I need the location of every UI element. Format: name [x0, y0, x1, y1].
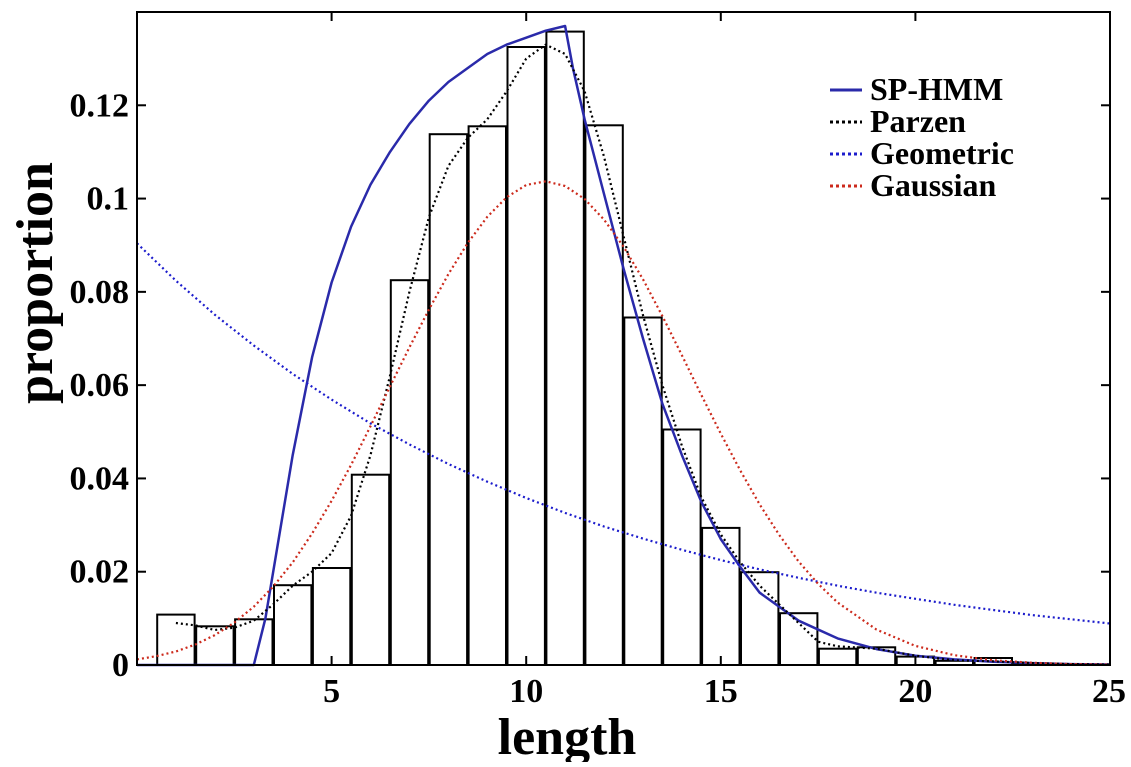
histogram-bar [389, 279, 430, 666]
x-tick-label: 25 [1092, 673, 1126, 710]
histogram-bar [740, 571, 780, 667]
histogram-bar [350, 473, 391, 667]
y-tick-label: 0.08 [70, 274, 130, 311]
legend-label: SP-HMM [870, 71, 1003, 107]
legend-label: Geometric [870, 135, 1014, 171]
histogram-bar [311, 567, 352, 666]
plot-frame [136, 11, 1111, 666]
series-line-sp-hmm [137, 24, 1111, 667]
axis-ticks: 5 10 15 20 25 0 0.02 0.04 0.06 0.08 0.1 0.12 [70, 12, 1126, 710]
histogram-bar [273, 584, 313, 667]
legend-label: Gaussian [870, 167, 996, 203]
histogram-bar [545, 30, 585, 667]
histogram-bar [506, 46, 546, 666]
x-tick-label: 10 [509, 673, 543, 710]
histogram-bar [156, 613, 196, 666]
histogram-bar [662, 428, 702, 666]
x-tick-label: 20 [898, 673, 932, 710]
x-axis-title: length [498, 709, 637, 762]
series-line-geometric [136, 242, 1111, 625]
series-lines [136, 24, 1111, 667]
x-tick-label: 15 [704, 673, 738, 710]
y-axis-title: proportion [7, 162, 64, 404]
series-line-gaussian [136, 180, 1111, 666]
x-tick-label: 5 [323, 673, 340, 710]
y-tick-label: 0.02 [70, 554, 130, 591]
y-tick-label: 0.04 [70, 460, 130, 497]
histogram-bar [428, 133, 469, 666]
y-tick-label: 0.12 [70, 87, 130, 124]
legend-label: Parzen [870, 103, 966, 139]
y-tick-label: 0 [112, 647, 129, 684]
y-tick-label: 0.06 [70, 367, 130, 404]
histogram-bar [467, 125, 508, 667]
histogram-bar [195, 625, 235, 666]
histogram-bar [701, 526, 741, 667]
y-tick-label: 0.1 [87, 181, 130, 218]
histogram-bar [623, 316, 663, 666]
histogram-bar [817, 647, 858, 667]
series-line-parzen [175, 43, 1111, 666]
